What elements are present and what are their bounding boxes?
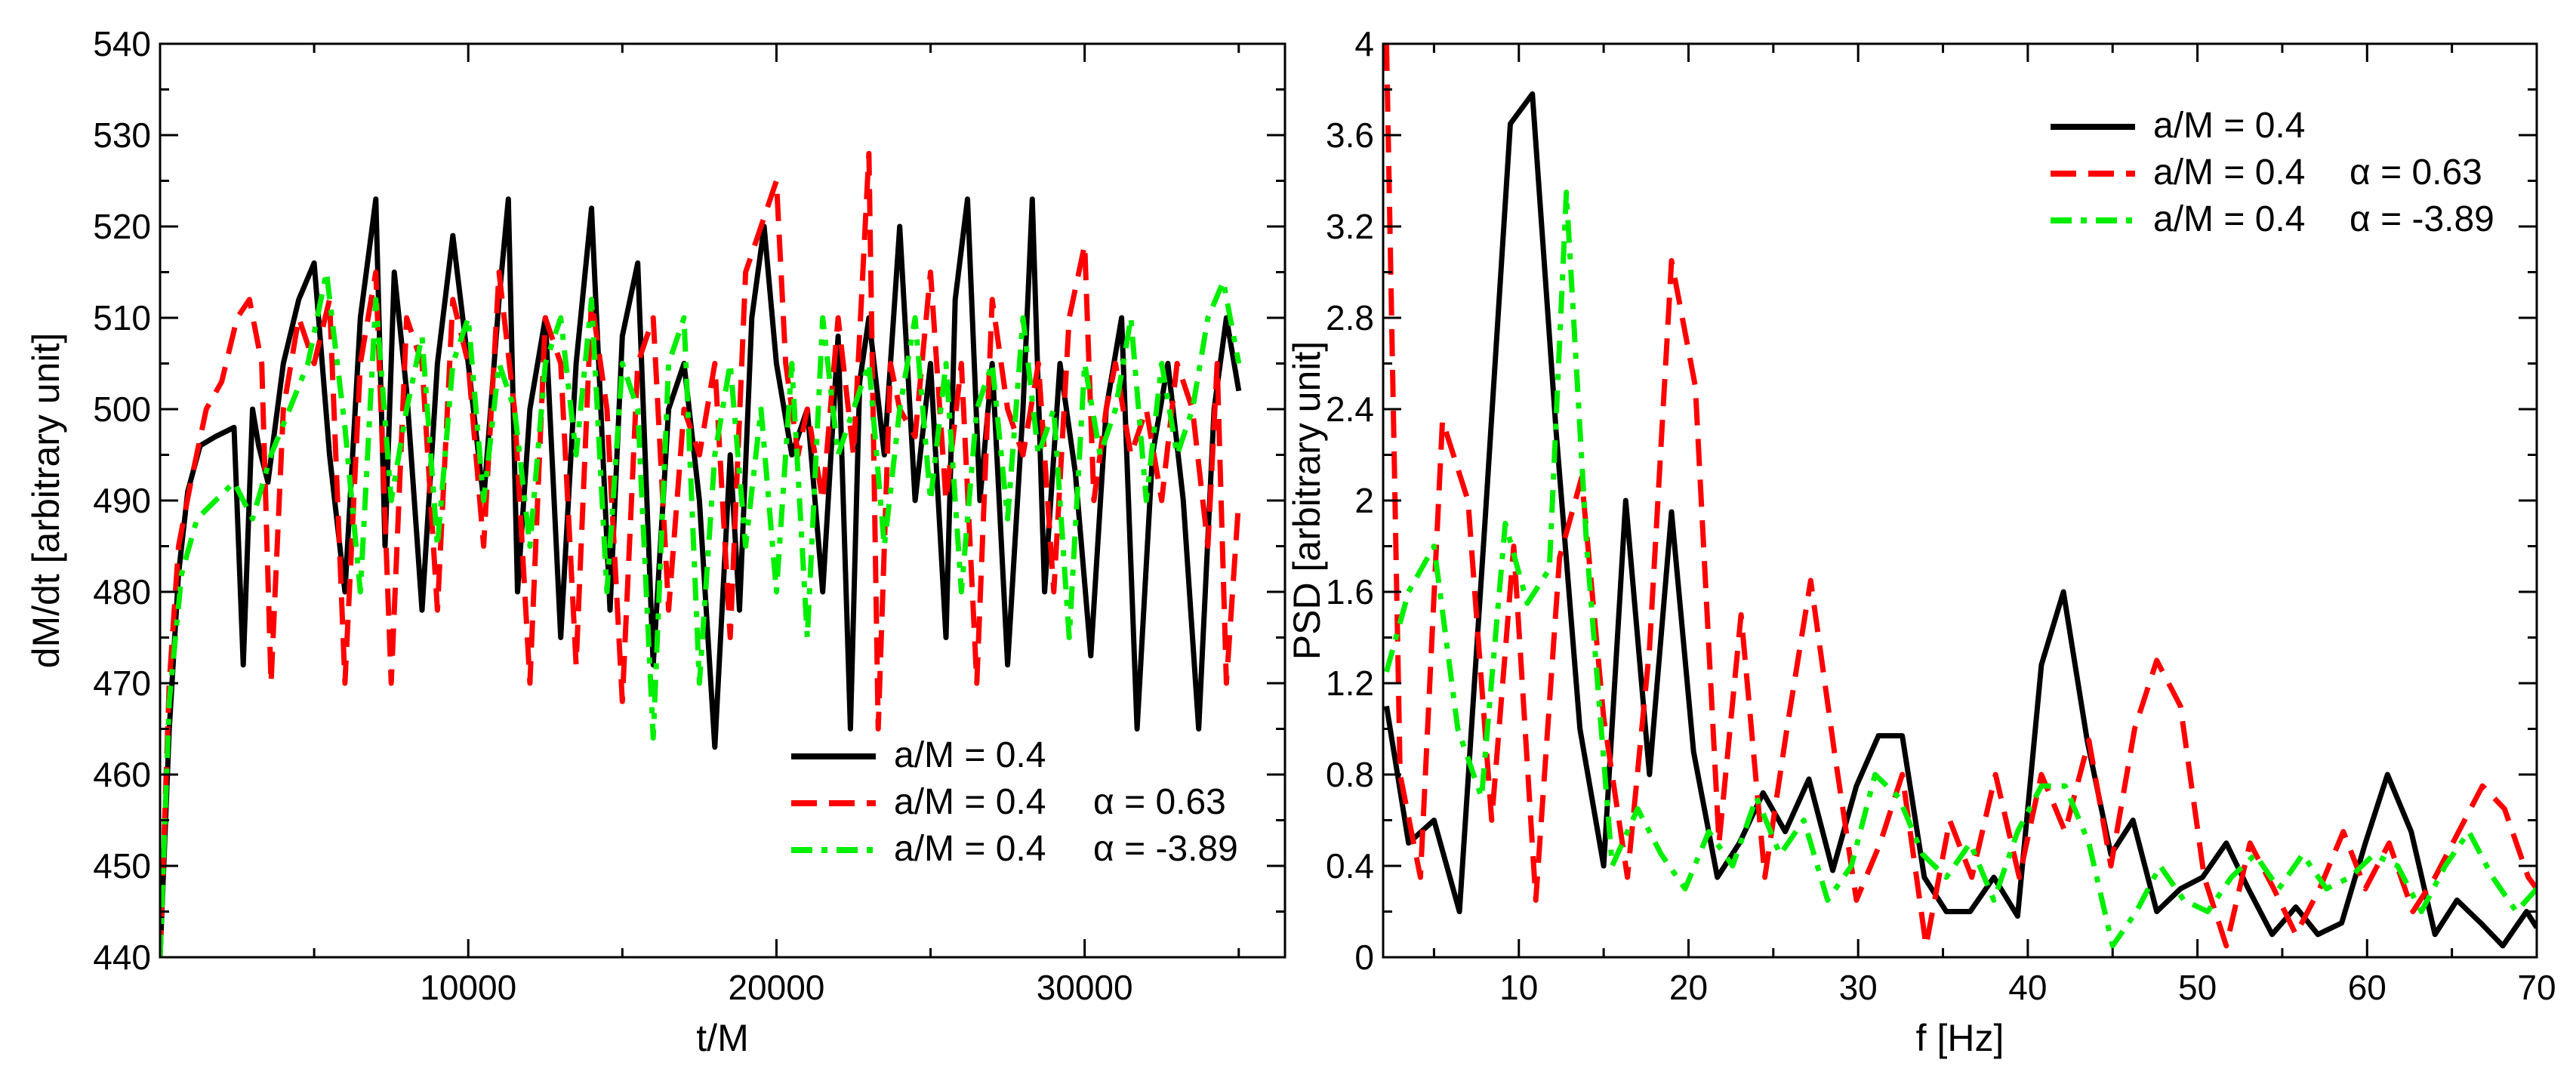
y-tick-label: 3.2: [1326, 207, 1374, 246]
y-tick-label: 0: [1354, 938, 1374, 977]
y-tick-label: 0.8: [1326, 755, 1374, 794]
y-tick-label: 460: [93, 755, 151, 794]
y-tick-label: 540: [93, 24, 151, 63]
y-tick-label: 2.8: [1326, 298, 1374, 337]
series-line-2: [1384, 44, 2537, 949]
legend-label-2: a/M = 0.4: [2153, 152, 2305, 193]
y-tick-label: 440: [93, 938, 151, 977]
x-tick-label: 20000: [728, 968, 824, 1007]
y-tick-label: 0.4: [1326, 846, 1374, 886]
x-tick-label: 20: [1669, 968, 1708, 1007]
x-axis-label: t/M: [696, 1017, 748, 1059]
y-tick-label: 520: [93, 207, 151, 246]
y-tick-label: 490: [93, 481, 151, 520]
series-line-3: [160, 270, 1242, 957]
x-tick-label: 50: [2178, 968, 2217, 1007]
x-tick-label: 10000: [420, 968, 516, 1007]
legend-label-1: a/M = 0.4: [2153, 106, 2305, 146]
y-tick-label: 1.2: [1326, 664, 1374, 703]
y-tick-label: 4: [1354, 24, 1374, 63]
legend-label-3: a/M = 0.4: [2153, 199, 2305, 239]
legend-param-3: α = -3.89: [2350, 199, 2494, 239]
x-tick-label: 70: [2517, 968, 2556, 1007]
y-tick-label: 530: [93, 116, 151, 155]
legend-param-3: α = -3.89: [1093, 829, 1238, 869]
legend-param-2: α = 0.63: [1093, 782, 1226, 822]
legend-param-2: α = 0.63: [2350, 152, 2482, 193]
x-tick-label: 10: [1499, 968, 1538, 1007]
x-tick-label: 30: [1839, 968, 1878, 1007]
x-tick-label: 30000: [1037, 968, 1133, 1007]
y-axis-label: PSD [arbitrary unit]: [1286, 341, 1328, 660]
chart-1: 440 450 460 470 480 490 500 510 520 530 540 10000 20…: [25, 24, 1286, 1059]
legend: a/M = 0.4 a/M = 0.4 α = 0.63 a/M = 0.4 α = -…: [2051, 106, 2494, 239]
y-tick-label: 450: [93, 846, 151, 886]
y-tick-label: 2: [1354, 481, 1374, 520]
series-line-3: [1384, 189, 2537, 949]
legend-label-3: a/M = 0.4: [894, 829, 1046, 869]
y-tick-label: 500: [93, 390, 151, 429]
x-tick-label: 60: [2348, 968, 2386, 1007]
legend-label-2: a/M = 0.4: [894, 782, 1046, 822]
legend: a/M = 0.4 a/M = 0.4 α = 0.63 a/M = 0.4 α = -…: [791, 735, 1238, 869]
series-line-2: [160, 150, 1242, 957]
y-tick-label: 1.6: [1326, 572, 1374, 611]
legend-label-1: a/M = 0.4: [894, 735, 1046, 775]
x-tick-label: 40: [2008, 968, 2047, 1007]
chart-2: 0 0.4 0.8 1.2 1.6 2 2.4 2.8 3.2 3.6 4 10 20 30 40 50 60 7…: [1286, 24, 2556, 1059]
y-tick-label: 2.4: [1326, 390, 1374, 429]
y-tick-label: 480: [93, 572, 151, 611]
y-tick-label: 510: [93, 298, 151, 337]
x-axis-label: f [Hz]: [1916, 1017, 2004, 1059]
series-line-1: [160, 196, 1242, 957]
y-tick-label: 470: [93, 664, 151, 703]
y-tick-label: 3.6: [1326, 116, 1374, 155]
y-axis-label: dM/dt [arbitrary unit]: [25, 333, 67, 669]
